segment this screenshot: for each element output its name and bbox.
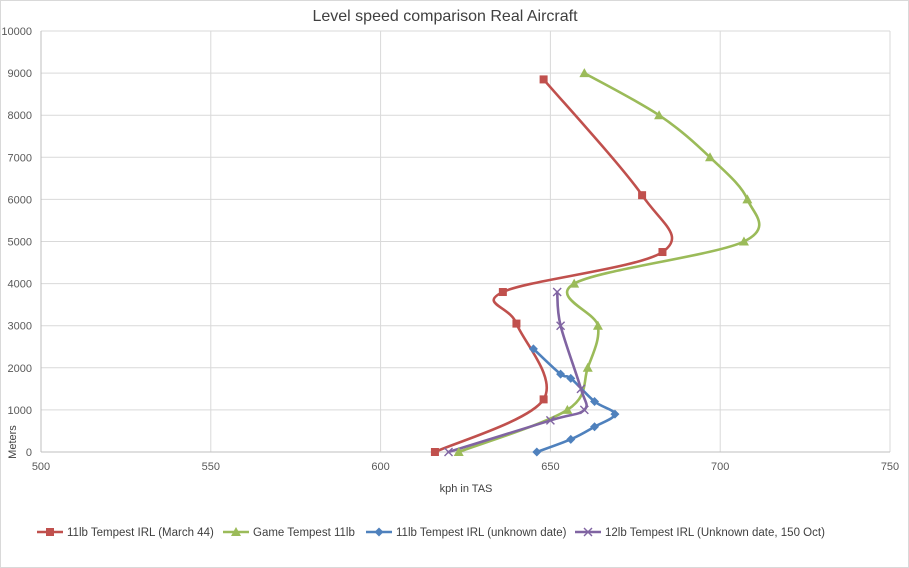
legend-label: 11lb Tempest IRL (unknown date)	[396, 527, 567, 539]
data-point-2	[579, 68, 590, 78]
x-marker-stroke	[444, 447, 454, 457]
legend-item-4: 12lb Tempest IRL (Unknown date, 150 Oct)	[575, 527, 825, 539]
chart-title: Level speed comparison Real Aircraft	[312, 8, 578, 25]
data-point-4	[576, 384, 586, 394]
legend-item-1: 11lb Tempest IRL (March 44)	[37, 527, 214, 539]
y-tick-label: 7000	[8, 152, 32, 164]
legend-item-2: Game Tempest 11lb	[223, 527, 355, 539]
tick-labels: 0 1000 2000 3000 4000 5000 6000 7000 8000 9000 100…	[1, 26, 899, 473]
data-point-2	[453, 447, 464, 456]
legend-swatch-marker	[374, 527, 384, 537]
data-point-2	[705, 152, 716, 162]
x-tick-label: 700	[711, 461, 729, 473]
data-point-3	[556, 369, 566, 379]
data-point-2	[582, 362, 593, 372]
x-tick-label: 650	[541, 461, 559, 473]
legend-label: 11lb Tempest IRL (March 44)	[67, 527, 214, 539]
legend-label: Game Tempest 11lb	[253, 527, 355, 539]
data-point-3	[566, 434, 576, 444]
x-tick-label: 500	[32, 461, 50, 473]
data-point-1	[658, 248, 667, 257]
series-markers	[430, 68, 753, 457]
data-point-1	[430, 448, 439, 456]
y-tick-label: 8000	[8, 110, 32, 122]
x-marker-stroke	[545, 415, 555, 425]
x-marker-stroke	[579, 405, 589, 415]
data-point-2	[562, 404, 573, 414]
y-tick-label: 9000	[8, 68, 32, 80]
data-point-3	[590, 396, 600, 406]
legend-swatch-marker	[46, 528, 54, 536]
x-tick-label: 600	[371, 461, 389, 473]
data-point-3	[532, 447, 542, 457]
y-tick-label: 0	[26, 447, 32, 459]
x-axis-title: kph in TAS	[440, 483, 493, 495]
data-point-1	[638, 191, 647, 200]
y-tick-label: 3000	[8, 321, 32, 333]
data-point-1	[512, 319, 521, 328]
y-tick-label: 2000	[8, 363, 32, 375]
data-point-4	[552, 287, 562, 297]
data-point-3	[610, 409, 620, 419]
x-marker-stroke	[583, 527, 593, 537]
data-point-4	[579, 405, 589, 415]
x-marker-stroke	[576, 384, 586, 394]
x-tick-label: 550	[202, 461, 220, 473]
data-point-4	[545, 415, 555, 425]
y-tick-label: 10000	[1, 26, 32, 38]
legend-label: 12lb Tempest IRL (Unknown date, 150 Oct)	[605, 527, 825, 539]
data-point-2	[569, 278, 580, 288]
y-tick-label: 6000	[8, 194, 32, 206]
y-tick-label: 5000	[8, 237, 32, 249]
y-tick-label: 4000	[8, 279, 32, 291]
data-point-1	[539, 395, 548, 404]
data-point-1	[498, 288, 507, 297]
data-point-2	[654, 110, 665, 120]
data-point-2	[738, 236, 749, 246]
x-marker-stroke	[552, 287, 562, 297]
data-point-4	[556, 321, 566, 331]
x-marker-stroke	[556, 321, 566, 331]
data-point-3	[528, 344, 538, 354]
data-point-1	[539, 75, 548, 84]
legend-swatch-marker	[231, 527, 241, 536]
data-point-4	[444, 447, 454, 457]
data-point-2	[742, 194, 753, 204]
data-point-3	[590, 422, 600, 432]
legend-swatch-marker	[583, 527, 593, 537]
data-point-2	[592, 320, 603, 330]
legend: 11lb Tempest IRL (March 44) Game Tempest …	[37, 527, 825, 539]
legend-item-3: 11lb Tempest IRL (unknown date)	[366, 527, 567, 539]
y-axis-title: Meters	[7, 425, 19, 459]
x-tick-label: 750	[881, 461, 899, 473]
data-point-3	[566, 373, 576, 383]
y-tick-label: 1000	[8, 405, 32, 417]
